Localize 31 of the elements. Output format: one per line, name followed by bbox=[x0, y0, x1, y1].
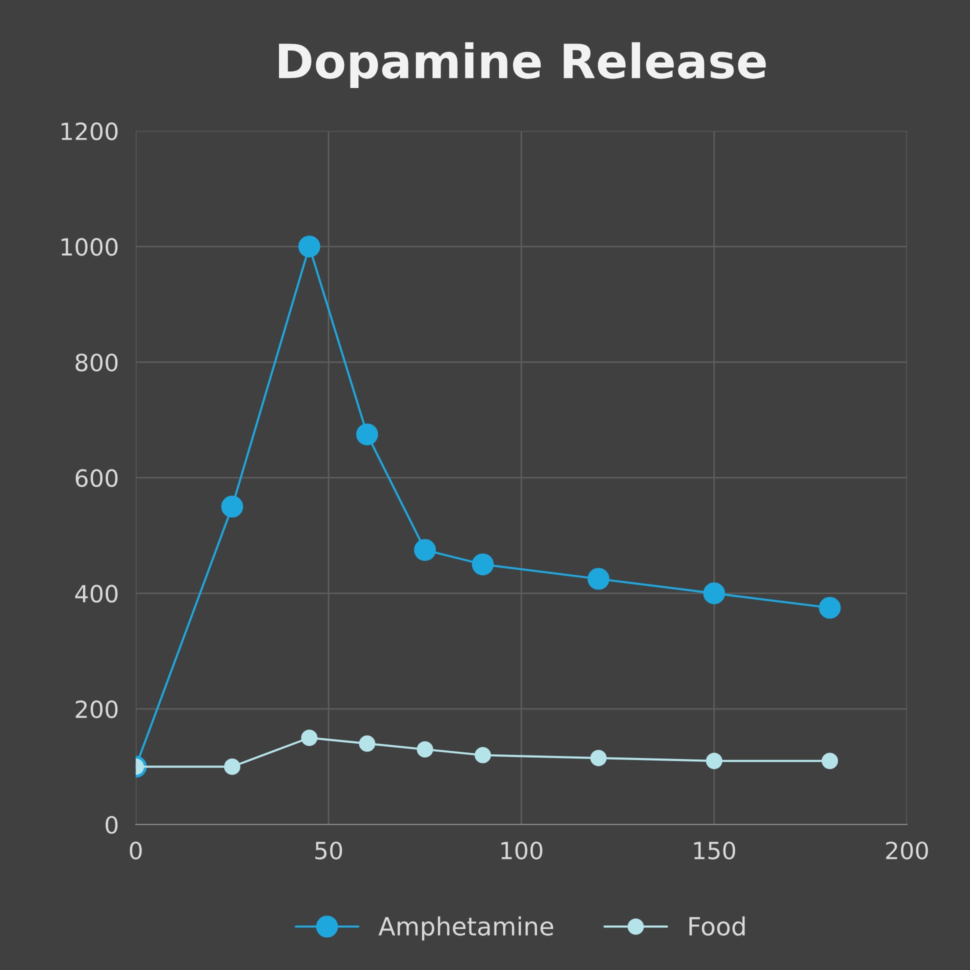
y-tick-label: 600 bbox=[76, 469, 118, 488]
point bbox=[822, 752, 838, 770]
x-tick-label: 0 bbox=[130, 842, 142, 860]
x-tick-label: 100 bbox=[501, 842, 542, 860]
y-tick-label: 0 bbox=[106, 816, 118, 834]
point bbox=[588, 568, 610, 590]
x-tick-label: 150 bbox=[694, 842, 736, 860]
y-tick-label: 800 bbox=[76, 354, 118, 372]
point bbox=[590, 750, 607, 766]
legend-label: Amphetamine bbox=[378, 916, 554, 941]
point bbox=[356, 423, 378, 446]
y-tick-label: 400 bbox=[75, 584, 118, 603]
x-tick-label: 50 bbox=[315, 842, 342, 860]
point bbox=[416, 741, 434, 758]
point bbox=[301, 730, 318, 746]
point bbox=[472, 553, 494, 576]
y-tick-label: 1000 bbox=[62, 238, 118, 256]
point bbox=[298, 236, 320, 258]
x-tick-label: 200 bbox=[886, 842, 928, 860]
point bbox=[474, 746, 491, 764]
y-tick-label: 1200 bbox=[62, 122, 118, 140]
point bbox=[221, 496, 244, 518]
point bbox=[703, 582, 726, 604]
point bbox=[358, 735, 376, 752]
point bbox=[224, 758, 240, 775]
point bbox=[818, 596, 841, 619]
chart-title: Dopamine Release bbox=[279, 42, 766, 88]
y-tick-label: 200 bbox=[76, 700, 118, 718]
legend-label: Food bbox=[689, 916, 745, 936]
point bbox=[706, 752, 722, 770]
point bbox=[414, 539, 436, 561]
